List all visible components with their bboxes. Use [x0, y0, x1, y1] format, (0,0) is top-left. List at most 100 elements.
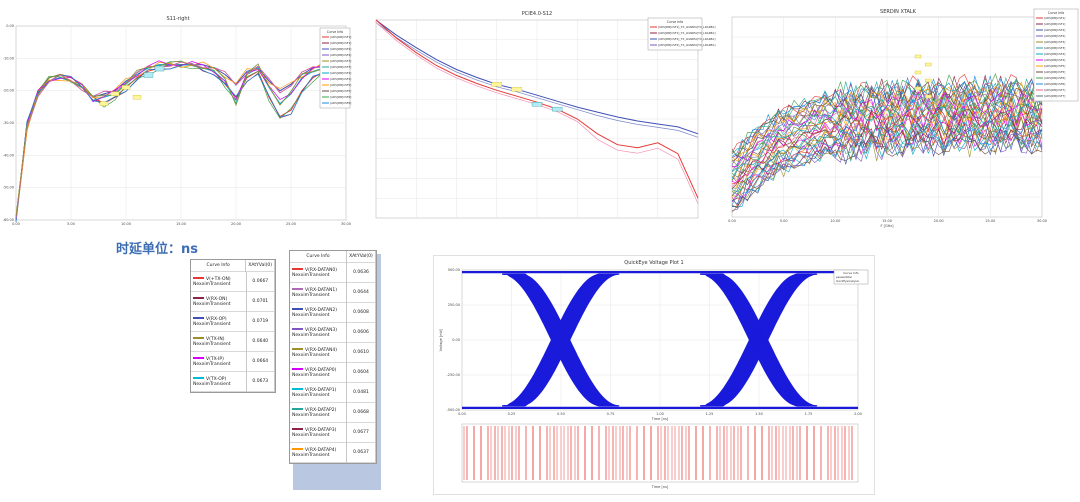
eye-trace — [504, 273, 604, 407]
delay-table-rx-row: V(RX-DATAP2) NexximTransient 0.0668 — [290, 402, 377, 423]
s11-y-tick-label: -40.00 — [3, 153, 14, 157]
xtalk-x-tick-label: 15.00 — [882, 219, 892, 223]
s11-chart-panel: S11-right 0.00 -10.00 -20.00 -30.00 -40.00 -5… — [0, 8, 356, 234]
xtalk-x-tick-label: 0.00 — [728, 219, 736, 223]
xtalk-legend-entry: [ADS]DB[CSF2] — [1044, 34, 1065, 38]
s11-legend-entry: [ADS]DB[CSF1] — [330, 35, 351, 39]
xtalk-marker — [925, 78, 932, 83]
s11-marker — [110, 91, 120, 97]
s11-legend-entry: [ADS]DB[CSF2] — [330, 53, 351, 57]
delay-table-tx-row: V(RX-ON) NexximTransient 0.0701 — [191, 291, 276, 312]
eye-y-tick-label: 250.00 — [448, 303, 460, 307]
s11-marker — [121, 85, 131, 90]
delay-table-tx-swatch — [193, 377, 204, 379]
eye-chart-title: QuickEye Voltage Plot 1 — [624, 260, 684, 266]
eye-legend-header: Curve Info — [843, 271, 859, 275]
s11-x-tick-label: 20.00 — [231, 222, 241, 226]
delay-table-rx-value: 0.0677 — [346, 422, 377, 443]
delay-table-rx-curve-cell: V(RX-DATAN4) NexximTransient — [290, 342, 347, 363]
table-header: Curve Info — [191, 260, 247, 272]
eye-trace — [704, 273, 804, 407]
xtalk-marker — [914, 70, 922, 75]
s11-x-tick-label: 10.00 — [121, 222, 131, 226]
eye-x-tick-label: 1.00 — [656, 412, 664, 416]
xtalk-series-line — [731, 84, 1043, 165]
xtalk-legend-entry: [ADS]DB[CSF6] — [1044, 82, 1065, 86]
xtalk-series-line — [731, 98, 1043, 179]
eye-trace — [514, 273, 614, 407]
s11-legend-entry: [ADS]DB[CSF6] — [330, 101, 351, 105]
delay-table-rx-row: V(RX-DATAN3) NexximTransient 0.0606 — [290, 322, 377, 343]
xtalk-marker — [914, 86, 922, 91]
s11-legend-entry: [ADS]DB[CSF5] — [330, 83, 351, 87]
xtalk-series-line — [731, 114, 1043, 193]
s11-legend-entry: [ADS]DB[CSF6] — [330, 95, 351, 99]
delay-table-rx-swatch — [292, 388, 303, 390]
eye-trace — [715, 273, 814, 407]
delay-table-tx-curve-name: V(TX-IN) — [206, 336, 225, 342]
s11-series-line — [15, 61, 346, 223]
delay-table-rx-row: V(RX-DATAP4) NexximTransient 0.0637 — [290, 442, 377, 463]
s11-chart: 0.00 -10.00 -20.00 -30.00 -40.00 -50.00 -60.00… — [3, 24, 352, 226]
delay-table-rx-curve-name: V(RX-DATAN3) — [305, 327, 338, 333]
delay-table-tx-swatch — [193, 357, 204, 359]
eye-trace — [502, 273, 601, 407]
pcie-marker — [511, 87, 523, 92]
delay-table-rx-curve-name: V(RX-DATAP3) — [305, 427, 337, 433]
delay-table-rx-curve-sub: NexximTransient — [292, 452, 330, 458]
s11-legend-entry: [ADS]DB[CSF3] — [330, 65, 351, 69]
eye-trace — [712, 273, 812, 407]
delay-table-rx-row: V(RX-DATAN4) NexximTransient 0.0610 — [290, 342, 377, 363]
xtalk-legend-entry: [ADS]DB[CSF1] — [1044, 22, 1065, 26]
xtalk-x-tick-label: 5.00 — [780, 219, 788, 223]
xtalk-series-line — [731, 121, 1043, 205]
delay-table-rx-curve-cell: V(RX-DATAN1) NexximTransient — [290, 282, 347, 303]
xtalk-series-line — [731, 106, 1043, 185]
delay-table-rx-curve-sub: NexximTransient — [292, 272, 330, 278]
eye-trace — [506, 273, 605, 407]
delay-table-rx-swatch — [292, 428, 303, 430]
s11-marker — [154, 65, 165, 72]
xtalk-legend-header: Curve Info — [1048, 11, 1064, 15]
eye-trace — [517, 273, 616, 407]
delay-table-rx-curve-name: V(RX-DATAP1) — [305, 387, 337, 393]
xtalk-series-line — [731, 72, 1043, 156]
s11-marker — [132, 94, 142, 100]
pcie-marker — [551, 106, 563, 112]
bitstream-x-axis-label: Time [ns] — [651, 485, 669, 489]
s11-legend-entry: [ADS]DB[CSF1] — [330, 41, 351, 45]
eye-trace — [707, 273, 807, 407]
delay-table-tx-value: 0.0667 — [246, 272, 276, 292]
eye-x-tick-label: 1.50 — [755, 412, 763, 416]
eye-trace — [711, 273, 811, 407]
xtalk-legend-entry: [ADS]DB[CSF7] — [1044, 94, 1065, 98]
s11-x-tick-label: 30.00 — [341, 222, 351, 226]
s11-legend-box — [319, 27, 351, 109]
delay-table-rx-row: V(RX-DATAN2) NexximTransient 0.0608 — [290, 302, 377, 323]
delay-table-tx-swatch — [193, 317, 204, 319]
eye-chart-panel: QuickEye Voltage Plot 1 500.00 250.00 0.00… — [433, 255, 875, 495]
delay-table-tx-curve-sub: NexximTransient — [193, 281, 231, 287]
xtalk-legend-entry: [ADS]DB[CSF6] — [1044, 76, 1065, 80]
delay-table-rx-swatch — [292, 288, 303, 290]
eye-trace — [709, 273, 809, 407]
delay-table-rx-curve-sub: NexximTransient — [292, 372, 330, 378]
eye-x-tick-label: 0.50 — [557, 412, 565, 416]
delay-table-tx-curve-name: V(+TX-ON) — [206, 276, 231, 282]
s11-y-tick-label: -10.00 — [3, 56, 14, 60]
s11-series-line — [15, 62, 347, 223]
xtalk-x-axis-label: F [GHz] — [880, 224, 894, 228]
pcie-legend-entry: [ADS]DB[CSF1]_TX_LDAREA[TX_LDAREA] — [658, 31, 715, 35]
eye-y-axis-label: Voltage [mV] — [439, 328, 443, 351]
delay-table-tx-row: V(RX-OP) NexximTransient 0.0719 — [191, 311, 276, 332]
pcie-series-line — [375, 22, 699, 138]
xtalk-series-line — [731, 82, 1043, 162]
eye-trace — [702, 273, 802, 407]
xtalk-series-line — [731, 81, 1043, 162]
eye-trace — [517, 273, 617, 407]
eye-legend-entry: QuickEyeAnalysis — [836, 279, 859, 283]
s11-y-tick-label: 0.00 — [6, 24, 14, 28]
delay-table-rx-value: 0.0606 — [346, 322, 377, 343]
xtalk-x-tick-label: 10.00 — [830, 219, 840, 223]
